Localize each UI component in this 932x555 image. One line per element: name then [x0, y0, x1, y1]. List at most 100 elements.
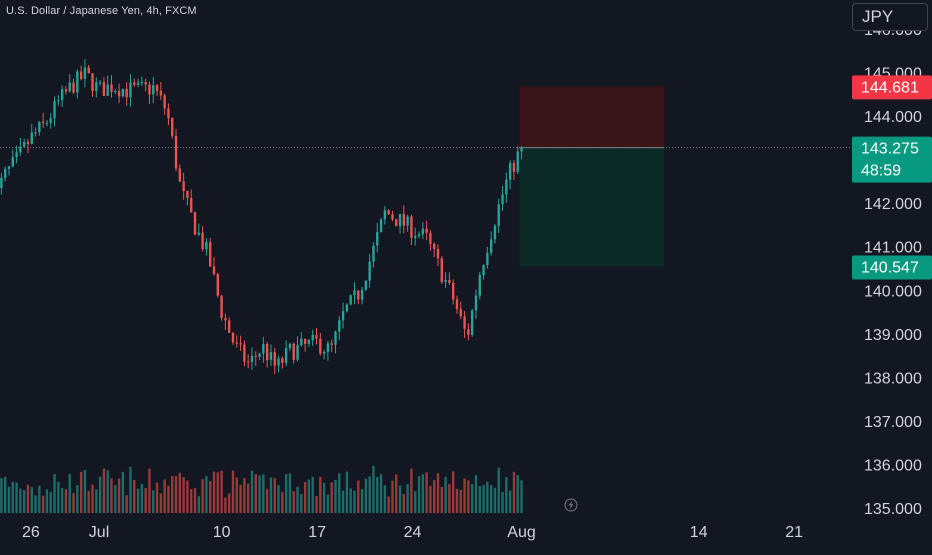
volume-bar	[288, 473, 292, 513]
candle	[429, 230, 432, 251]
volume-bar	[22, 490, 26, 513]
candle	[193, 211, 197, 236]
price-axis-labels: 144.681 143.275 48:59 140.547	[852, 75, 932, 280]
take-profit-zone[interactable]	[519, 147, 665, 267]
volume-bar	[338, 473, 341, 513]
x-tick-label: 24	[404, 524, 422, 541]
volume-bar	[38, 485, 41, 513]
candle	[22, 138, 26, 149]
currency-button[interactable]: JPY	[852, 3, 928, 31]
x-tick-label: 14	[690, 524, 708, 541]
candle	[68, 74, 71, 93]
volume-bar	[26, 484, 30, 513]
candle	[34, 127, 37, 137]
candle	[178, 164, 182, 183]
volume-bar	[349, 488, 352, 513]
candle	[326, 341, 330, 361]
x-tick-label: 21	[785, 524, 803, 541]
candle	[197, 223, 200, 237]
volume-bar	[486, 481, 489, 513]
volume-bar	[326, 494, 330, 513]
volume-bar	[489, 485, 493, 513]
candle	[258, 352, 261, 361]
volume-bar	[87, 490, 90, 513]
candle	[414, 227, 417, 246]
volume-bar	[34, 495, 37, 513]
volume-bar	[273, 478, 276, 513]
candle	[448, 272, 451, 285]
volume-bar	[364, 478, 368, 513]
volume-bar	[436, 473, 440, 513]
volume-bar	[60, 487, 64, 513]
volume-bar	[159, 493, 163, 513]
volume-bar	[387, 496, 390, 513]
volume-bar	[53, 474, 56, 513]
candle	[330, 339, 333, 353]
candle	[102, 77, 106, 96]
candle	[212, 257, 216, 276]
target-price-label-text: 140.547	[861, 259, 919, 276]
volume-bar	[448, 484, 451, 513]
candle	[148, 81, 151, 104]
volume-bar	[417, 476, 421, 513]
candle	[307, 338, 311, 348]
volume-bar	[19, 488, 22, 513]
x-tick-label: Jul	[89, 524, 109, 541]
volume-bar	[254, 474, 257, 513]
volume-bar	[319, 476, 322, 513]
candle	[398, 213, 402, 234]
stop-price-label: 144.681	[852, 75, 932, 100]
candle	[186, 190, 189, 206]
y-tick-label: 137.000	[864, 414, 922, 431]
current-price-label: 143.275 48:59	[852, 136, 932, 183]
volume-bar	[117, 478, 121, 513]
candle	[201, 226, 204, 252]
candle	[171, 117, 174, 139]
volume-bar	[4, 476, 7, 513]
candle	[216, 272, 219, 298]
volume-bar	[360, 489, 364, 513]
time-axis[interactable]: 26 Jul 10 17 24 Aug 14 21	[22, 524, 803, 541]
volume-bar	[171, 476, 174, 513]
candle	[129, 74, 132, 107]
candle	[76, 69, 79, 99]
volume-bar	[163, 479, 166, 513]
candle	[250, 347, 254, 371]
candle	[72, 78, 75, 94]
candle	[117, 83, 121, 104]
candle	[402, 205, 406, 234]
candle	[417, 231, 421, 239]
volume-bar	[269, 477, 273, 513]
stop-loss-zone[interactable]	[519, 86, 665, 148]
volume-bar	[79, 471, 83, 513]
candle	[489, 231, 493, 256]
chart-title: U.S. Dollar / Japanese Yen, 4h, FXCM	[6, 5, 197, 17]
volume-bar	[433, 480, 436, 513]
candle	[11, 149, 14, 168]
candle	[315, 327, 318, 345]
candle	[284, 340, 288, 367]
candle	[144, 78, 147, 92]
candle	[64, 85, 68, 95]
volume-bar	[322, 482, 326, 513]
y-tick-label: 135.000	[864, 501, 922, 518]
candle	[133, 78, 136, 88]
short-position-tool[interactable]	[519, 86, 665, 267]
candle	[436, 244, 440, 267]
candle	[292, 342, 295, 364]
volume-bar	[277, 485, 280, 513]
volume-bar	[193, 488, 197, 513]
candle	[41, 112, 45, 128]
candle	[91, 73, 94, 97]
candle	[243, 340, 246, 367]
volume-bar	[205, 476, 208, 513]
candle	[391, 210, 394, 222]
candle	[303, 338, 307, 352]
candle	[357, 290, 360, 305]
candle	[95, 77, 98, 98]
candle	[334, 330, 337, 354]
lightning-icon[interactable]	[564, 498, 578, 512]
